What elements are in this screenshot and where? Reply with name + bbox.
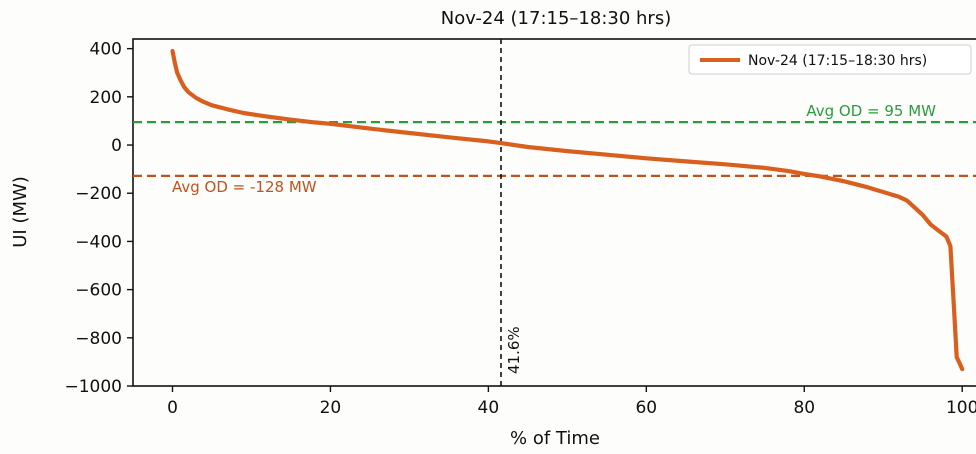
series-line-0 [170,48,965,372]
plot-area-frame [132,38,976,387]
percent-vertical-marker: 41.6% [500,39,523,386]
x-tick-label: 60 [635,398,657,418]
x-axis-ticks: 0 20 40 60 80 100 [167,386,976,418]
series-group [170,48,965,372]
y-tick-label: −400 [75,232,122,252]
avg-od-negative-label: Avg OD = -128 MW [172,178,317,196]
average-lines: Avg OD = 95 MW Avg OD = -128 MW [133,102,976,196]
y-tick-label: 200 [90,88,122,108]
legend-entry-label: Nov-24 (17:15–18:30 hrs) [748,53,927,69]
x-tick-label: 80 [793,398,815,418]
percent-marker-label: 41.6% [505,326,523,374]
legend-box [688,44,972,75]
y-tick-label: −600 [75,281,122,301]
y-tick-label: −200 [75,184,122,204]
y-tick-label: −1000 [64,377,122,397]
avg-od-positive-label: Avg OD = 95 MW [806,102,936,120]
y-axis-ticks: 400 200 0 −200 −400 −600 −800 −1000 [64,40,133,397]
x-tick-label: 0 [167,398,178,418]
legend: Nov-24 (17:15–18:30 hrs) [688,44,972,75]
y-axis-label: UI (MW) [10,176,31,248]
x-tick-label: 100 [946,398,976,418]
chart-title: Nov-24 (17:15–18:30 hrs) [441,8,671,29]
y-tick-label: −800 [75,329,122,349]
x-tick-label: 40 [478,398,500,418]
y-tick-label: 400 [90,40,122,60]
y-tick-label: 0 [111,136,122,156]
x-tick-label: 20 [320,398,342,418]
x-axis-label: % of Time [510,428,600,449]
